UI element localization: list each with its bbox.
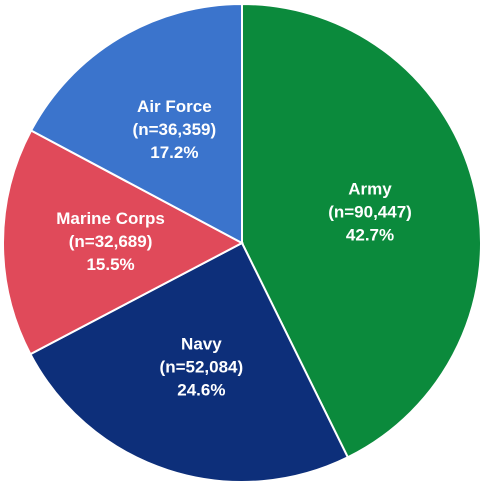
slice-label: Navy bbox=[181, 335, 222, 354]
value-label: 24.6% bbox=[177, 381, 225, 400]
slice-label: Air Force bbox=[137, 97, 212, 116]
count-label: (n=90,447) bbox=[328, 203, 412, 222]
slice-label: Marine Corps bbox=[56, 209, 165, 228]
count-label: (n=32,689) bbox=[69, 232, 153, 251]
count-label: (n=52,084) bbox=[160, 358, 244, 377]
slice-label: Army bbox=[348, 180, 392, 199]
pie-slice bbox=[29, 241, 350, 483]
value-label: 15.5% bbox=[86, 255, 134, 274]
value-label: 42.7% bbox=[346, 226, 394, 245]
pie-slice bbox=[241, 2, 482, 459]
count-label: (n=36,359) bbox=[133, 120, 217, 139]
pie-slice bbox=[2, 129, 245, 356]
pie-slice bbox=[29, 2, 243, 245]
value-label: 17.2% bbox=[150, 143, 198, 162]
